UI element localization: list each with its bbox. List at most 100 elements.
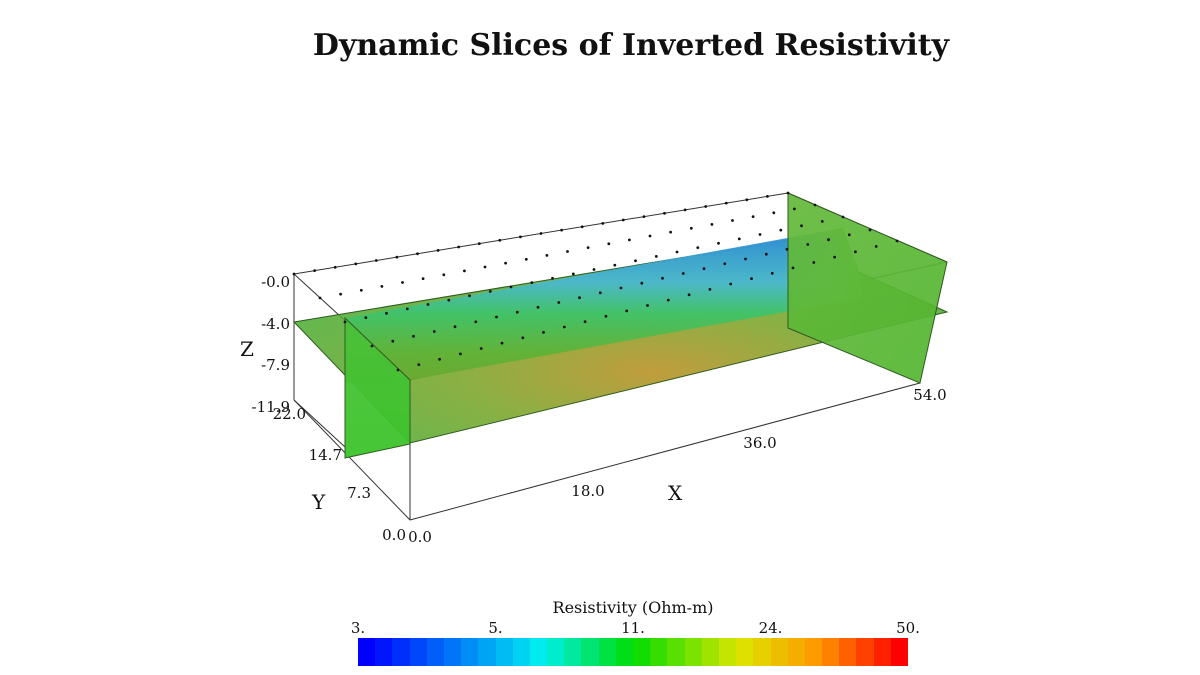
electrode-dot: [488, 290, 492, 293]
electrode-dot: [521, 336, 525, 340]
colorbar-swatch: [753, 638, 771, 666]
electrode-dot: [744, 257, 747, 261]
x-tick-0: 0.0: [408, 528, 432, 546]
colorbar-swatch: [409, 638, 427, 666]
colorbar-swatch: [495, 638, 513, 666]
electrode-dot: [515, 310, 519, 314]
electrode-dot: [646, 304, 649, 307]
electrode-dot: [560, 228, 563, 232]
electrode-dot: [370, 344, 374, 348]
colorbar-swatch: [426, 638, 444, 666]
electrode-dot: [519, 235, 522, 239]
x-axis-label: X: [668, 481, 683, 505]
electrode-dot: [457, 245, 461, 249]
electrode-dot: [468, 294, 471, 298]
electrode-dot: [395, 255, 399, 259]
electrode-dot: [354, 262, 358, 266]
electrode-dot: [571, 272, 575, 276]
electrode-dot: [766, 195, 769, 198]
colorbar-tick-3: 24.: [758, 619, 783, 637]
x-tick-3: 54.0: [913, 386, 946, 404]
colorbar-swatch: [478, 638, 496, 666]
electrode-dot: [339, 292, 342, 296]
electrode-dot: [800, 224, 803, 228]
colorbar-swatch: [615, 638, 633, 666]
electrode-dot: [786, 191, 790, 195]
colorbar-swatch: [701, 638, 719, 666]
electrode-dot: [710, 223, 714, 226]
electrode-dot: [621, 218, 625, 222]
z-axis-label: Z: [240, 337, 254, 361]
electrode-dot: [313, 269, 316, 272]
electrode-dot: [724, 201, 728, 205]
electrode-dot: [557, 301, 561, 304]
electrode-dot: [628, 238, 631, 242]
electrode-dot: [779, 228, 783, 232]
electrode-dot: [391, 339, 395, 343]
electrode-dot: [601, 222, 605, 225]
slice-xz-fade: [345, 228, 862, 383]
electrode-dot: [793, 207, 796, 211]
electrode-dot: [504, 261, 507, 265]
colorbar-swatch: [461, 638, 479, 666]
colorbar-swatch: [547, 638, 565, 666]
electrode-dot: [654, 255, 658, 258]
electrode-dot: [625, 309, 629, 313]
electrode-dot: [704, 205, 708, 208]
electrode-dot: [509, 285, 513, 289]
electrode-dot: [405, 307, 409, 311]
electrode-dot: [731, 219, 734, 222]
electrode-dot: [770, 271, 774, 275]
colorbar-swatch: [650, 638, 668, 666]
colorbar-tick-0: 3.: [350, 619, 366, 637]
colorbar: [358, 638, 908, 666]
electrode-dot: [723, 262, 727, 266]
electrode-dot: [530, 281, 534, 284]
electrode-dot: [702, 267, 706, 271]
electrode-dot: [364, 316, 368, 319]
colorbar-swatch: [358, 638, 376, 666]
y-tick-3: 22.0: [273, 405, 306, 423]
electrode-dot: [737, 237, 741, 241]
electrode-dot: [751, 215, 755, 219]
electrode-dot: [791, 266, 795, 270]
electrode-dot: [675, 250, 679, 254]
electrode-dot: [562, 325, 566, 329]
electrode-dot: [524, 257, 528, 261]
electrode-dot: [374, 259, 378, 262]
electrode-dot: [758, 233, 762, 236]
electrode-dot: [498, 238, 502, 242]
electrode-dot: [696, 246, 700, 250]
electrode-dot: [661, 276, 664, 280]
electrode-dot: [463, 269, 466, 273]
colorbar-swatch: [804, 638, 823, 666]
electrode-dot: [438, 357, 441, 361]
electrode-dot: [619, 286, 623, 290]
electrode-dot: [666, 298, 670, 302]
colorbar-swatch: [443, 638, 462, 666]
colorbar-swatch: [581, 638, 599, 666]
colorbar-swatch: [770, 638, 788, 666]
colorbar-swatch: [684, 638, 702, 666]
electrode-dot: [333, 265, 337, 269]
y-axis-ticks: 0.0 7.3 14.7 22.0: [273, 405, 406, 544]
electrode-dot: [580, 225, 584, 229]
electrode-dot: [750, 277, 753, 280]
electrode-dot: [827, 238, 830, 242]
electrode-dot: [745, 198, 749, 202]
electrode-dots: [292, 191, 899, 372]
colorbar-title: Resistivity (Ohm-m): [552, 598, 714, 617]
electrode-dot: [812, 261, 816, 264]
electrode-dot: [785, 247, 789, 251]
electrode-dot: [604, 314, 608, 318]
electrode-dot: [385, 311, 388, 315]
electrode-dot: [432, 330, 436, 333]
z-tick-1: -4.0: [261, 315, 290, 333]
electrode-dot: [717, 241, 720, 245]
y-tick-2: 14.7: [309, 446, 342, 464]
electrode-dot: [578, 296, 581, 300]
electrode-dot: [634, 259, 637, 263]
electrode-dot: [772, 211, 776, 215]
electrode-dot: [343, 320, 347, 324]
electrode-dot: [607, 242, 611, 246]
